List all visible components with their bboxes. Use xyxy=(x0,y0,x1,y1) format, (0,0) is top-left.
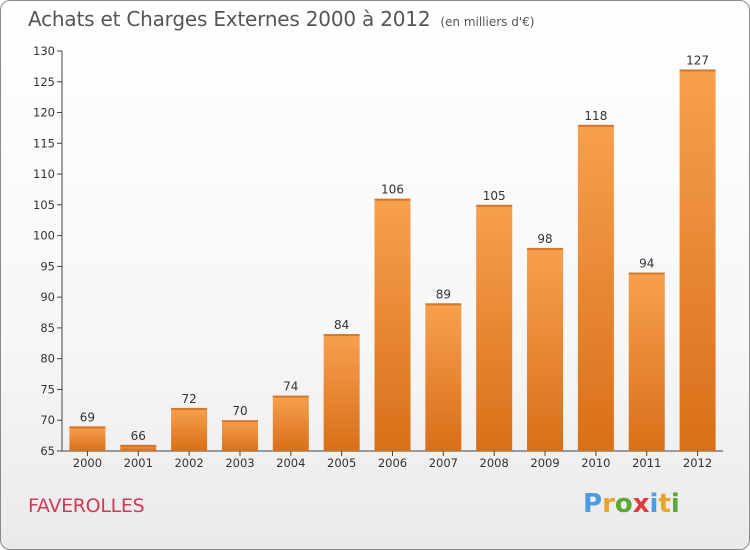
bar-value-label: 66 xyxy=(131,429,146,443)
bar xyxy=(323,334,360,451)
y-tick-label: 115 xyxy=(33,136,55,150)
bar-top-edge xyxy=(679,69,716,72)
bar-value-label: 98 xyxy=(537,232,552,246)
y-tick-label: 65 xyxy=(40,444,55,458)
x-tick-label: 2002 xyxy=(174,456,203,470)
logo-letter: x xyxy=(632,489,650,519)
bar xyxy=(679,69,716,451)
x-tick-label: 2012 xyxy=(683,456,712,470)
bar-top-edge xyxy=(476,204,513,207)
bar-value-label: 94 xyxy=(639,257,654,271)
bar-top-edge xyxy=(272,395,309,398)
y-tick-label: 70 xyxy=(40,413,55,427)
bar-top-edge xyxy=(221,420,258,423)
bar xyxy=(628,272,665,451)
title-text: Achats et Charges Externes 2000 à 2012 xyxy=(28,7,431,31)
y-tick-label: 80 xyxy=(40,352,55,366)
bar-value-label: 106 xyxy=(381,183,404,197)
x-tick-label: 2010 xyxy=(581,456,610,470)
x-tick-label: 2003 xyxy=(225,456,254,470)
town-name: FAVEROLLES xyxy=(28,495,145,517)
bar xyxy=(476,204,513,451)
bar-top-edge xyxy=(69,426,106,429)
bar-value-label: 70 xyxy=(232,404,247,418)
y-tick-label: 125 xyxy=(33,75,55,89)
logo-letter: i xyxy=(649,489,659,519)
bar xyxy=(577,124,614,451)
y-tick-label: 105 xyxy=(33,198,55,212)
bar-top-edge xyxy=(628,272,665,275)
bar xyxy=(425,303,462,451)
y-tick-label: 100 xyxy=(33,229,55,243)
logo-letter: t xyxy=(658,489,671,519)
bar-top-edge xyxy=(374,198,411,201)
unit-text: (en milliers d'€) xyxy=(440,15,535,29)
bar-value-label: 69 xyxy=(80,410,95,424)
y-tick-label: 90 xyxy=(40,290,55,304)
x-tick-label: 2007 xyxy=(429,456,458,470)
y-tick-label: 95 xyxy=(40,259,55,273)
bar-top-edge xyxy=(577,124,614,127)
x-tick-label: 2011 xyxy=(632,456,661,470)
x-tick-label: 2001 xyxy=(124,456,153,470)
proxiti-logo: Proxiti xyxy=(583,489,680,519)
bar-value-label: 127 xyxy=(686,53,709,67)
bar xyxy=(527,247,564,451)
bar xyxy=(374,198,411,451)
bar xyxy=(69,426,106,451)
bar-top-edge xyxy=(527,247,564,250)
x-tick-label: 2000 xyxy=(73,456,102,470)
x-tick-label: 2008 xyxy=(480,456,509,470)
bar-top-edge xyxy=(425,303,462,306)
logo-letter: P xyxy=(583,489,603,519)
bar xyxy=(221,420,258,451)
y-tick-label: 75 xyxy=(40,382,55,396)
x-tick-label: 2009 xyxy=(530,456,559,470)
bar-value-label: 74 xyxy=(283,380,298,394)
bar-value-label: 118 xyxy=(584,109,607,123)
bar-top-edge xyxy=(120,444,157,447)
logo-letter: r xyxy=(602,489,615,519)
y-tick-label: 85 xyxy=(40,321,55,335)
bar-value-label: 84 xyxy=(334,318,349,332)
bar xyxy=(120,444,157,451)
bar-value-label: 105 xyxy=(483,189,506,203)
y-tick-label: 120 xyxy=(33,106,55,120)
y-tick-label: 130 xyxy=(33,44,55,58)
logo-letter: i xyxy=(670,489,680,519)
bar-value-label: 89 xyxy=(436,287,451,301)
chart-title: Achats et Charges Externes 2000 à 2012 (e… xyxy=(28,7,534,31)
bar-value-label: 72 xyxy=(181,392,196,406)
x-tick-label: 2004 xyxy=(276,456,305,470)
logo-letter: o xyxy=(614,489,633,519)
y-tick-label: 110 xyxy=(33,167,55,181)
bar xyxy=(171,407,208,451)
bar xyxy=(272,395,309,451)
x-tick-label: 2005 xyxy=(327,456,356,470)
bar-top-edge xyxy=(171,407,208,410)
x-tick-label: 2006 xyxy=(378,456,407,470)
bar-top-edge xyxy=(323,334,360,337)
